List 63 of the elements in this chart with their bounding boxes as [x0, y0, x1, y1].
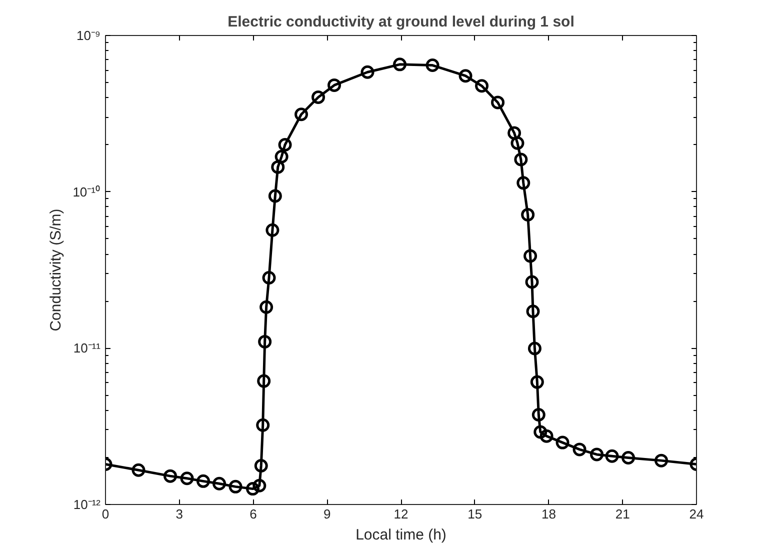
x-tick-label: 3	[176, 506, 183, 522]
x-tick-label: 18	[542, 506, 556, 522]
point	[540, 429, 554, 443]
point	[246, 482, 260, 496]
point	[212, 476, 226, 490]
y-tick-label: 10⁻¹⁰	[72, 184, 101, 200]
point	[294, 108, 308, 122]
x-tick-label: 12	[394, 506, 408, 522]
point	[393, 58, 407, 72]
point	[258, 334, 272, 348]
point	[328, 78, 342, 92]
point	[274, 150, 288, 164]
y-tick-label: 10⁻¹¹	[73, 340, 102, 356]
point	[132, 463, 146, 477]
point	[556, 436, 570, 450]
point	[530, 375, 544, 389]
point	[654, 454, 668, 468]
point	[516, 176, 530, 190]
point	[534, 425, 548, 439]
point	[510, 136, 524, 150]
point	[312, 90, 326, 104]
point	[254, 458, 268, 472]
point	[271, 160, 285, 174]
point	[164, 469, 178, 483]
point	[605, 449, 619, 463]
x-tick-label: 24	[689, 506, 704, 522]
point	[521, 208, 535, 222]
point	[532, 408, 546, 422]
point	[491, 96, 505, 110]
x-tick-label: 21	[615, 506, 630, 522]
point	[260, 300, 274, 314]
point	[360, 65, 374, 79]
point	[252, 478, 266, 492]
point	[426, 58, 440, 72]
point	[514, 152, 528, 166]
point	[622, 451, 636, 465]
point	[475, 79, 489, 93]
point	[262, 271, 276, 285]
point	[256, 418, 270, 432]
point	[526, 304, 540, 318]
point	[458, 69, 472, 83]
point	[590, 448, 604, 462]
point	[278, 138, 292, 152]
point	[257, 374, 271, 388]
chart-title: Electric conductivity at ground level during 1 sol	[228, 14, 574, 30]
point	[268, 189, 282, 203]
point	[228, 480, 242, 494]
y-tick-label: 10⁻¹²	[73, 497, 102, 512]
point	[524, 249, 538, 263]
point	[525, 275, 539, 289]
point	[196, 474, 210, 488]
y-tick-label: 10⁻⁹	[76, 28, 101, 43]
point	[266, 223, 280, 237]
point	[572, 442, 586, 456]
x-tick-label: 9	[324, 506, 331, 522]
y-axis-title: Conductivity (S/m)	[48, 208, 65, 332]
x-tick-label: 15	[468, 506, 482, 522]
x-tick-label: 0	[102, 506, 110, 522]
x-tick-label: 6	[250, 506, 257, 522]
point	[528, 342, 542, 356]
point	[508, 126, 522, 140]
point	[180, 472, 194, 486]
x-axis-title: Local time (h)	[356, 526, 446, 544]
